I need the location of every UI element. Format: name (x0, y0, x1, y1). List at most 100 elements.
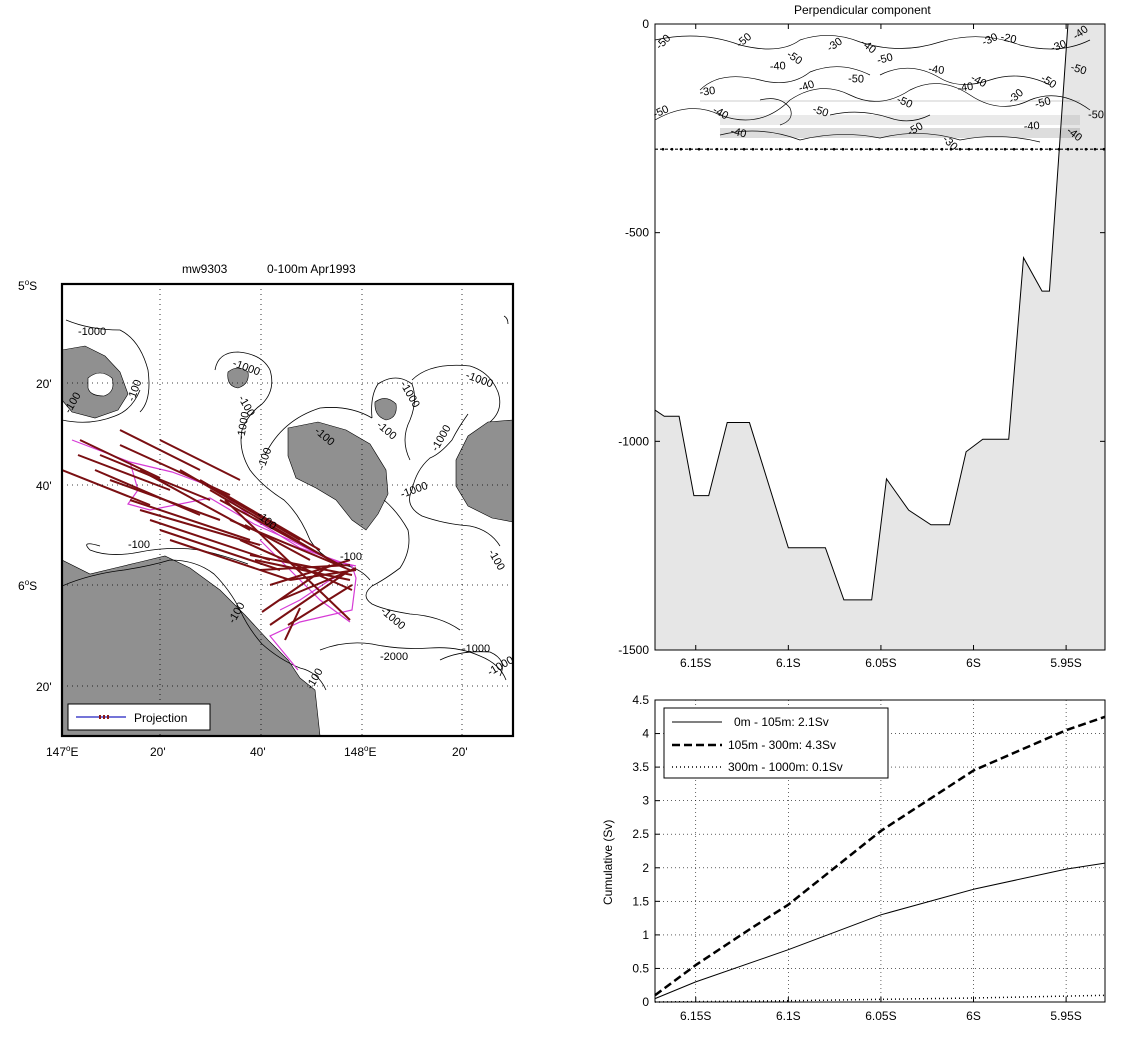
map-title-cruise: mw9303 (182, 262, 228, 276)
section-contour-label: -40 (928, 63, 945, 77)
sample-marker (976, 147, 980, 151)
cumulative-ytick-label: 3 (642, 794, 649, 808)
section-contour-label: -50 (654, 32, 674, 52)
sample-marker (679, 147, 683, 151)
sample-marker (823, 147, 827, 151)
map-title-period: 0-100m Apr1993 (267, 262, 356, 276)
section-frame (654, 23, 1106, 651)
section-contour-label: -40 (858, 37, 878, 56)
cumulative-ytick-label: 2.5 (632, 827, 649, 841)
lat-tick-20: 20' (36, 377, 52, 391)
map-contour-label: -100 (128, 539, 150, 551)
sample-marker (778, 147, 782, 151)
section-xtick-label: 6.15S (680, 656, 711, 670)
section-axes: 6.15S 6.1S 6.05S 6S 5.95S 0 -500 -1000 -1500 (618, 17, 1106, 670)
sample-marker (1039, 147, 1043, 151)
map-frame (60, 282, 515, 738)
section-xtick-label: 5.95S (1050, 656, 1081, 670)
cumulative-ytick-label: 0.5 (632, 961, 649, 975)
sample-marker (949, 147, 953, 151)
sample-marker (724, 147, 728, 151)
section-xtick-label: 6S (966, 656, 981, 670)
cumulative-xtick-label: 5.95S (1050, 1009, 1081, 1023)
sample-marker (985, 147, 989, 151)
map-lat-labels: 5oS 20' 40' 6oS 20' (18, 278, 52, 694)
legend-projection-markers (99, 715, 109, 719)
sample-marker (814, 147, 818, 151)
section-contour-label: -50 (876, 51, 894, 66)
lake-west-island (87, 372, 114, 397)
sample-marker (1057, 147, 1061, 151)
sample-marker (796, 147, 800, 151)
map-grid (62, 284, 513, 736)
bathymetry-fill (654, 23, 1106, 651)
sample-marker (904, 147, 908, 151)
sample-marker (967, 147, 971, 151)
map-contour-label: -1000 (235, 411, 252, 441)
section-contour-label: -40 (1023, 120, 1040, 133)
lat-tick-40: 40' (36, 479, 52, 493)
sample-marker (994, 147, 998, 151)
cumulative-xtick-label: 6S (966, 1009, 981, 1023)
cumulative-ylabel: Cumulative (Sv) (601, 820, 615, 905)
section-ytick-label: -1500 (618, 643, 649, 657)
cumulative-xtick-label: 6.15S (680, 1009, 711, 1023)
sample-marker (931, 147, 935, 151)
sample-marker (1075, 147, 1079, 151)
section-xtick-label: 6.1S (776, 656, 801, 670)
lon-tick-20: 20' (150, 745, 166, 759)
cumulative-legend: 0m - 105m: 2.1Sv 105m - 300m: 4.3Sv 300m… (663, 707, 889, 779)
map-contour-label: -1000 (462, 643, 490, 655)
section-contour-label: -40 (797, 78, 816, 95)
section-contour-label: -50 (848, 73, 864, 86)
cumulative-ytick-label: 1 (642, 928, 649, 942)
cumulative-xtick-label: 6.05S (865, 1009, 896, 1023)
sample-marker (769, 147, 773, 151)
sample-marker (1048, 147, 1052, 151)
section-velocity-contours: -50-30-40-50-40-50-40-50-40-50-30-50-40-… (651, 23, 1104, 153)
current-vectors (62, 429, 357, 641)
cumulative-ytick-label: 3.5 (632, 760, 649, 774)
sample-marker (868, 147, 872, 151)
sample-marker (706, 147, 710, 151)
land-east-coast (455, 419, 513, 523)
lon-tick-148-20: 20' (452, 745, 468, 759)
section-xtick-label: 6.05S (865, 656, 896, 670)
section-contour-label: -50 (1034, 95, 1052, 111)
sample-marker (1084, 147, 1088, 151)
lat-tick-6: 6oS (18, 578, 37, 593)
cumulative-ytick-label: 2 (642, 861, 649, 875)
section-contour-label: -50 (895, 94, 914, 111)
section-ytick-label: -1000 (618, 434, 649, 448)
section-contour-label: -50 (1069, 61, 1088, 77)
legend-label-300-1000: 300m - 1000m: 0.1Sv (728, 760, 843, 774)
cumulative-panel: 6.15S 6.1S 6.05S 6S 5.95S 0 0.5 1 1.5 2 2.5 3 3.5 4 4.… (601, 693, 1106, 1023)
map-contour-label: -1000 (78, 326, 106, 338)
section-contour-label: -30 (1049, 38, 1068, 55)
sample-marker (859, 147, 863, 151)
legend-projection-label: Projection (134, 711, 187, 725)
cumulative-frame (654, 699, 1106, 1003)
section-title: Perpendicular component (794, 3, 931, 17)
sample-marker (697, 147, 701, 151)
section-contour-label: -50 (784, 49, 804, 68)
sample-marker (1030, 147, 1034, 151)
sample-marker (1066, 147, 1070, 151)
land-umboi-island (287, 421, 389, 531)
sample-marker (958, 147, 962, 151)
land-new-britain (62, 555, 321, 736)
section-contour-label: -40 (770, 60, 787, 73)
cumulative-ytick-label: 4 (642, 727, 649, 741)
lon-tick-40: 40' (250, 745, 266, 759)
sample-marker (886, 147, 890, 151)
lon-tick-147: 147oE (46, 744, 79, 759)
section-contour-label: -20 (999, 31, 1017, 46)
sample-marker (850, 147, 854, 151)
sample-marker (1021, 147, 1025, 151)
sample-marker (742, 147, 746, 151)
section-contour-label: -30 (825, 36, 845, 55)
sample-marker (1012, 147, 1016, 151)
sample-marker (751, 147, 755, 151)
sample-marker (688, 147, 692, 151)
